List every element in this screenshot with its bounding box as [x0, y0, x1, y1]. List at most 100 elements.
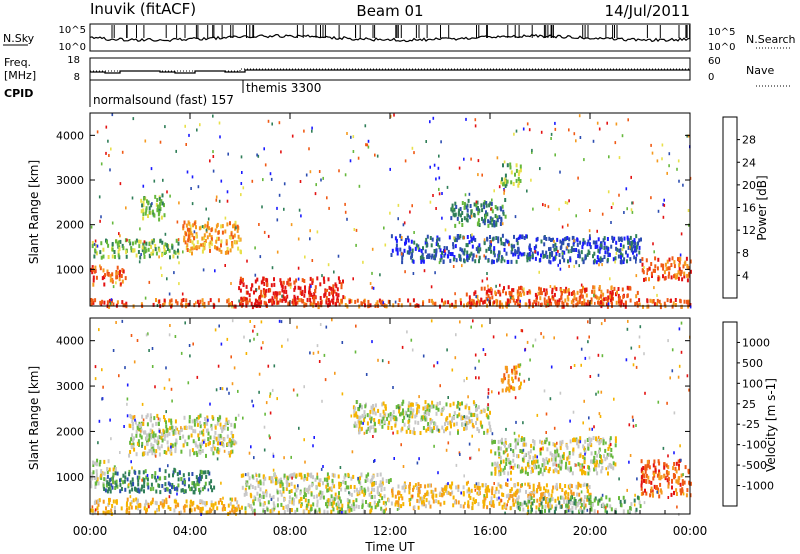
heatmap-cell [226, 222, 229, 227]
heatmap-cell [586, 495, 589, 500]
heatmap-cell [552, 442, 555, 447]
heatmap-cell [157, 444, 160, 449]
heatmap-cell [652, 268, 655, 273]
heatmap-cell [411, 248, 414, 253]
heatmap-cell [638, 245, 641, 250]
heatmap-cell [568, 128, 570, 132]
heatmap-cell [592, 436, 595, 440]
heatmap-cell [372, 286, 375, 290]
heatmap-cell [603, 241, 606, 246]
heatmap-cell [158, 508, 160, 512]
heatmap-cell [292, 301, 295, 306]
heatmap-cell [154, 500, 157, 505]
heatmap-cell [265, 493, 268, 498]
heatmap-cell [483, 430, 486, 435]
heatmap-cell [505, 447, 508, 452]
power-colorbar-tick-label: 12 [742, 224, 756, 237]
heatmap-cell [605, 245, 608, 250]
heatmap-cell [239, 302, 242, 307]
heatmap-cell [421, 500, 423, 505]
heatmap-cell [445, 488, 448, 493]
heatmap-cell [469, 204, 472, 208]
heatmap-cell [478, 223, 481, 227]
heatmap-cell [409, 429, 412, 434]
heatmap-cell [433, 254, 436, 259]
heatmap-cell [426, 255, 429, 259]
heatmap-cell [370, 478, 373, 483]
heatmap-cell [361, 503, 364, 508]
heatmap-cell [331, 478, 334, 483]
heatmap-cell [468, 416, 471, 421]
heatmap-cell [527, 463, 530, 468]
heatmap-cell [638, 500, 641, 505]
heatmap-cell [601, 301, 604, 306]
heatmap-cell [498, 463, 501, 468]
heatmap-cell [521, 457, 524, 462]
heatmap-cell [589, 495, 592, 500]
heatmap-cell [220, 224, 223, 229]
heatmap-cell [360, 404, 363, 409]
heatmap-cell [605, 441, 607, 445]
heatmap-cell [588, 468, 591, 473]
heatmap-cell [627, 509, 630, 514]
heatmap-cell [621, 248, 624, 251]
heatmap-cell [246, 299, 249, 304]
heatmap-cell [604, 318, 606, 322]
heatmap-cell [674, 466, 677, 471]
heatmap-cell [587, 446, 590, 451]
heatmap-cell [344, 210, 347, 214]
heatmap-cell [538, 484, 541, 489]
heatmap-cell [651, 274, 653, 278]
heatmap-cell [431, 237, 434, 242]
nsky-label: N.Sky [3, 32, 35, 45]
heatmap-cell [144, 445, 147, 450]
heatmap-cell [635, 248, 638, 253]
heatmap-cell [196, 478, 199, 482]
heatmap-cell [307, 502, 310, 507]
heatmap-cell [316, 494, 318, 499]
heatmap-cell [340, 487, 343, 492]
heatmap-cell [510, 295, 513, 300]
heatmap-cell [390, 253, 393, 257]
heatmap-cell [663, 198, 665, 202]
heatmap-cell [210, 228, 213, 233]
heatmap-cell [581, 257, 584, 262]
heatmap-cell [258, 493, 261, 498]
heatmap-cell [154, 194, 157, 199]
heatmap-cell [612, 238, 614, 243]
heatmap-cell [262, 491, 265, 496]
heatmap-cell [124, 475, 127, 480]
heatmap-cell [494, 490, 497, 495]
heatmap-cell [122, 269, 125, 274]
heatmap-cell [365, 143, 367, 147]
heatmap-cell [514, 335, 517, 339]
heatmap-cell [322, 495, 325, 500]
heatmap-cell [544, 504, 547, 509]
heatmap-cell [201, 249, 204, 254]
cpid-annotation-1: normalsound (fast) 157 [93, 93, 234, 107]
heatmap-cell [535, 459, 538, 464]
heatmap-cell [499, 292, 502, 297]
heatmap-cell [149, 487, 152, 492]
heatmap-cell [470, 234, 473, 239]
heatmap-cell [501, 505, 504, 510]
heatmap-cell [477, 218, 480, 223]
heatmap-cell [559, 443, 562, 448]
heatmap-cell [318, 170, 321, 173]
heatmap-cell [418, 499, 421, 504]
heatmap-cell [188, 236, 191, 241]
heatmap-cell [680, 473, 683, 478]
heatmap-cell [517, 246, 520, 251]
heatmap-cell [453, 422, 456, 427]
heatmap-cell [355, 504, 358, 509]
heatmap-cell [428, 298, 431, 303]
heatmap-cell [165, 424, 168, 429]
heatmap-cell [629, 257, 632, 262]
heatmap-cell [453, 207, 456, 212]
heatmap-cell [667, 484, 670, 489]
heatmap-cell [100, 215, 102, 219]
heatmap-cell [234, 497, 237, 502]
heatmap-cell [675, 461, 678, 466]
heatmap-cell [509, 165, 512, 170]
freq-tick-bottom: 8 [74, 72, 80, 83]
